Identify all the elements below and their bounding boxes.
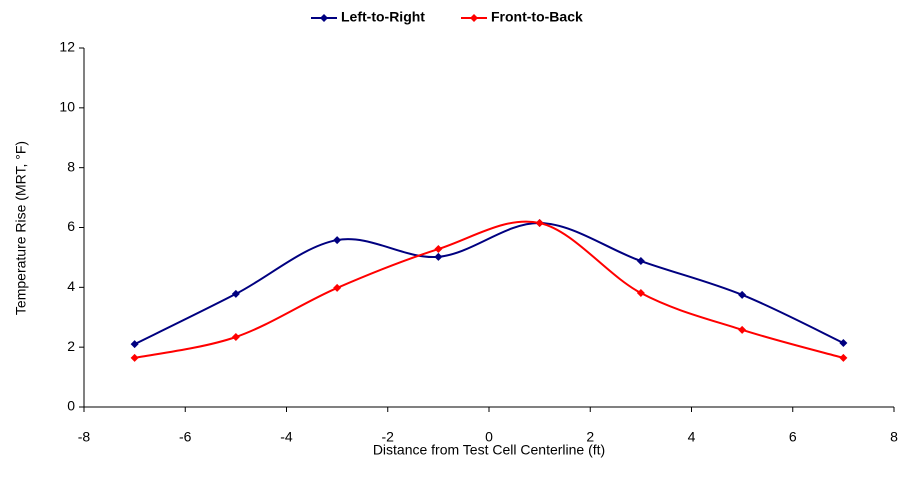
data-point [231,332,240,341]
data-point [839,338,848,347]
x-tick-label: 4 [688,429,696,445]
y-tick-label: 12 [59,39,75,55]
data-point [333,283,342,292]
x-tick-label: 0 [485,429,493,445]
legend-label: Left-to-Right [341,9,425,25]
x-tick-label: -2 [382,429,395,445]
data-point [434,252,443,261]
legend-marker [470,14,478,22]
data-point [535,219,544,228]
data-point [636,257,645,266]
x-axis-label: Distance from Test Cell Centerline (ft) [373,442,605,458]
x-tick-label: -6 [179,429,192,445]
data-point [231,289,240,298]
legend-marker [320,14,328,22]
data-point [434,245,443,254]
x-tick-label: -4 [280,429,293,445]
x-tick-label: 2 [586,429,594,445]
y-axis-label: Temperature Rise (MRT, °F) [13,141,29,315]
data-point [738,290,747,299]
series-line [134,220,844,359]
y-tick-label: 6 [67,218,75,234]
y-tick-label: 2 [67,338,75,354]
data-point [130,353,139,362]
y-tick-label: 4 [67,278,75,294]
y-tick-label: 10 [59,99,75,115]
x-tick-label: 8 [890,429,898,445]
data-point [839,353,848,362]
data-point [333,236,342,245]
y-tick-label: 8 [67,158,75,174]
series-line [134,222,844,346]
x-tick-label: 6 [789,429,797,445]
data-point [636,289,645,298]
y-tick-label: 0 [67,398,75,414]
legend-label: Front-to-Back [491,9,583,25]
data-point [130,340,139,349]
x-tick-label: -8 [78,429,91,445]
data-point [738,325,747,334]
